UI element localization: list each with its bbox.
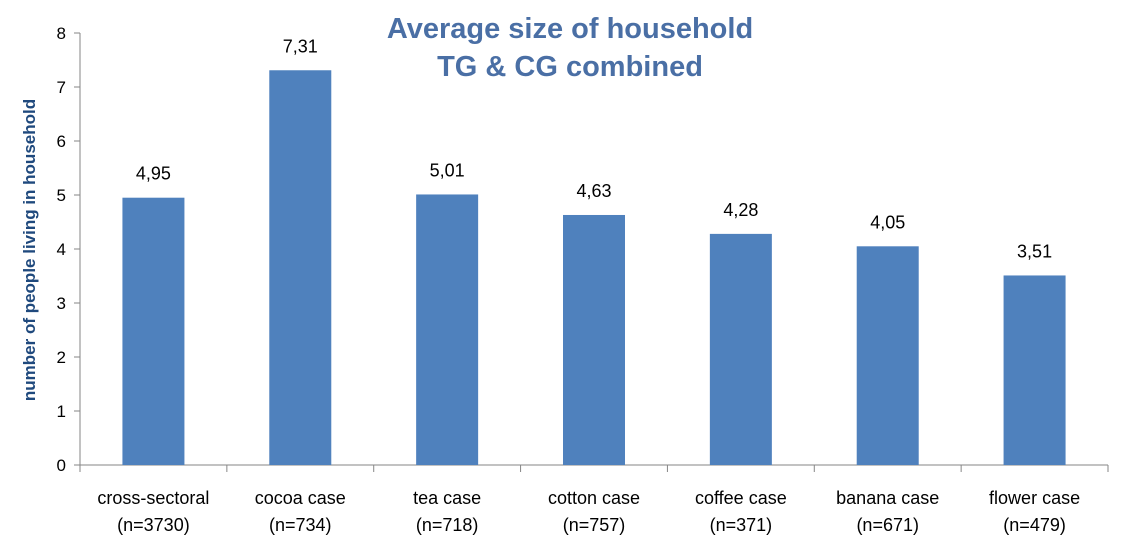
x-tick-label: tea case [413,488,481,508]
x-tick-label: coffee case [695,488,787,508]
bar [856,246,919,465]
y-tick-label: 2 [57,348,66,367]
x-tick-sample-size: (n=479) [1003,515,1066,535]
bar [269,70,332,465]
data-label: 4,28 [723,200,758,220]
chart-title-block: Average size of household TG & CG combin… [320,10,820,86]
x-tick-label: cotton case [548,488,640,508]
bar [416,194,479,465]
bar [709,233,772,465]
x-tick-label: cocoa case [255,488,346,508]
bar [563,214,625,465]
bar [1003,275,1066,465]
axes: 0 1 2 3 4 5 6 7 8 [57,24,1109,475]
y-axis-label: number of people living in household [20,98,39,402]
data-label: 4,63 [576,181,611,201]
data-label: 3,51 [1017,241,1052,261]
y-tick-label: 0 [57,456,66,475]
x-tick-label: flower case [989,488,1080,508]
x-tick-sample-size: (n=757) [563,515,626,535]
labels: 4,95 cross-sectoral (n=3730) 7,31 cocoa case… [97,36,1080,535]
y-tick-label: 5 [57,186,66,205]
y-tick-label: 8 [57,24,66,43]
x-tick-sample-size: (n=3730) [117,515,190,535]
data-label: 4,05 [870,212,905,232]
y-tick-label: 3 [57,294,66,313]
x-tick-sample-size: (n=718) [416,515,479,535]
y-tick-label: 7 [57,78,66,97]
data-label: 4,95 [136,164,171,184]
x-tick-sample-size: (n=671) [856,515,919,535]
bar [122,197,185,465]
chart-subtitle: TG & CG combined [437,51,703,83]
chart-title: Average size of household [386,13,754,45]
x-tick-label: banana case [836,488,939,508]
data-label: 7,31 [283,36,318,56]
x-tick-label: cross-sectoral [97,488,209,508]
x-tick-sample-size: (n=734) [269,515,332,535]
y-tick-label: 1 [57,402,66,421]
bars [122,70,1066,465]
x-tick-sample-size: (n=371) [710,515,773,535]
y-tick-label: 6 [57,132,66,151]
y-tick-label: 4 [57,240,66,259]
data-label: 5,01 [430,160,465,180]
